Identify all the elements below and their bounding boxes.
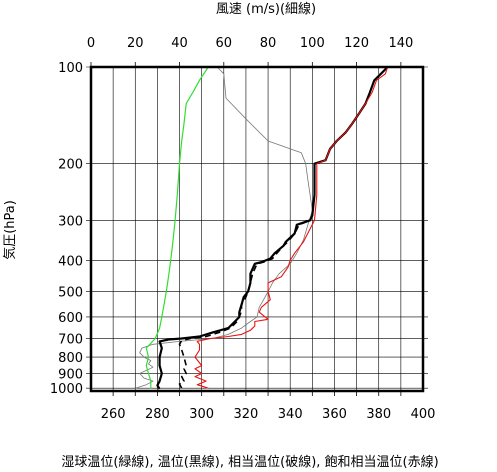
y-tick-label: 900 — [58, 368, 83, 383]
y-tick-label: 300 — [58, 214, 83, 229]
x-top-tick-label: 60 — [216, 36, 233, 51]
y-tick-label: 500 — [58, 286, 83, 301]
grid — [86, 66, 428, 391]
y-axis-title: 気圧(hPa) — [2, 200, 18, 260]
x-top-tick-label: 120 — [344, 36, 369, 51]
y-tick-label: 600 — [58, 311, 83, 326]
x-top-axis-title: 風速 (m/s)(細線) — [216, 1, 316, 17]
y-tick-label: 200 — [58, 158, 83, 173]
series-layer — [135, 66, 389, 390]
series-line-wet_bulb — [145, 66, 209, 389]
y-tick-label: 400 — [58, 254, 83, 269]
x-bottom-tick-label: 380 — [366, 407, 391, 422]
x-top-tick-label: 80 — [260, 36, 277, 51]
x-top-tick-label: 20 — [127, 36, 144, 51]
x-bottom-tick-label: 260 — [101, 407, 126, 422]
y-tick-label: 700 — [58, 332, 83, 347]
x-top-tick-label: 0 — [87, 36, 95, 51]
x-top-tick-label: 140 — [388, 36, 413, 51]
y-tick-label: 100 — [58, 61, 83, 76]
plot-frame — [89, 65, 425, 393]
x-top-tick-label: 100 — [300, 36, 325, 51]
x-bottom-tick-label: 360 — [322, 407, 347, 422]
x-bottom-tick-label: 320 — [234, 407, 259, 422]
x-bottom-tick-label: 400 — [411, 407, 436, 422]
x-bottom-tick-label: 340 — [278, 407, 303, 422]
series-line-saturated — [194, 66, 389, 389]
x-bottom-axis-title: 湿球温位(緑線), 温位(黒線), 相当温位(破線), 飽和相当温位(赤線) — [61, 454, 438, 470]
x-top-tick-label: 40 — [171, 36, 188, 51]
series-line-equivalent — [178, 66, 389, 389]
x-bottom-tick-label: 300 — [189, 407, 214, 422]
series-line-wind — [135, 66, 313, 389]
y-tick-label: 1000 — [50, 382, 83, 397]
y-tick-label: 800 — [58, 351, 83, 366]
x-bottom-tick-label: 280 — [145, 407, 170, 422]
